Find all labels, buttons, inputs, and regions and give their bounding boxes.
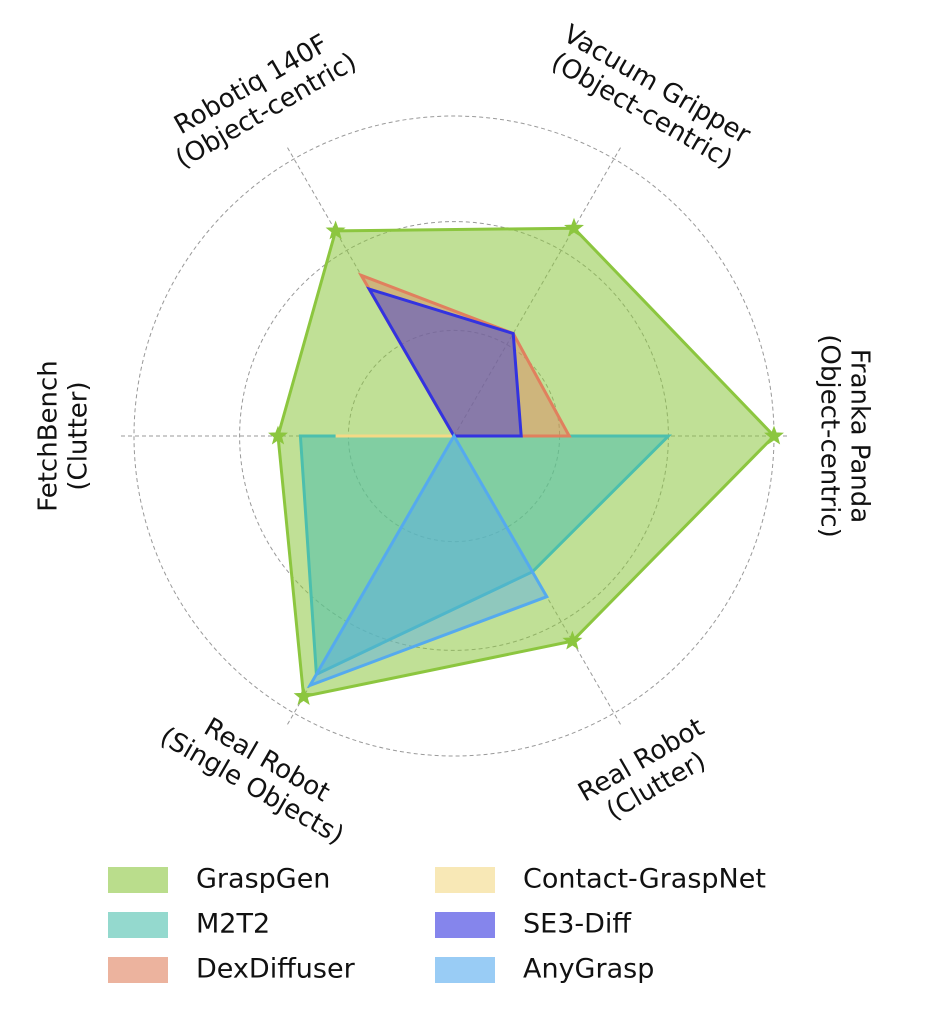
axis-label-4-line-2: (Clutter) [64,381,94,490]
legend-swatch-dexdiffuser [108,957,168,983]
legend-swatch-anygrasp [435,957,495,983]
axis-label-1-line-1: Franka Panda [845,349,875,523]
series-graspgen-marker-1 [764,425,784,445]
axis-label-3: Robotiq 140F(Object-centric) [169,29,362,175]
legend-swatch-se3-diff [435,912,495,938]
legend-label-contact-graspnet: Contact-GraspNet [523,864,766,895]
legend: GraspGen M2T2 DexDiffuser Contact-GraspNet S… [108,864,766,985]
series-se3-diff-area [365,286,523,438]
axis-label-1: Franka Panda(Object-centric) [815,334,875,538]
legend-label-anygrasp: AnyGrasp [523,954,654,985]
legend-swatch-graspgen [108,867,168,893]
series-graspgen-marker-3 [325,220,346,240]
series-graspgen-marker-2 [564,217,584,237]
series-anygrasp-area [306,433,549,689]
legend-label-dexdiffuser: DexDiffuser [196,954,356,985]
axis-label-6: Real Robot(Clutter) [573,712,711,826]
axis-label-2: Vacuum Gripper(Object-centric) [546,19,755,174]
axis-label-4-line-1: FetchBench [34,360,64,512]
series-graspgen-marker-4 [268,425,288,445]
axis-label-4: FetchBench (Clutter) [34,360,94,512]
radar-series [268,217,784,705]
legend-swatch-m2t2 [108,912,168,938]
series-graspgen-marker-5 [293,686,314,705]
legend-label-graspgen: GraspGen [196,864,330,895]
legend-label-m2t2: M2T2 [196,909,270,940]
axis-label-5: Real Robot(Single Objects) [155,712,349,851]
series-graspgen-marker-6 [562,630,583,650]
legend-label-se3-diff: SE3-Diff [523,909,632,940]
legend-swatch-contact-graspnet [435,867,495,893]
axis-label-1-line-2: (Object-centric) [815,334,845,538]
